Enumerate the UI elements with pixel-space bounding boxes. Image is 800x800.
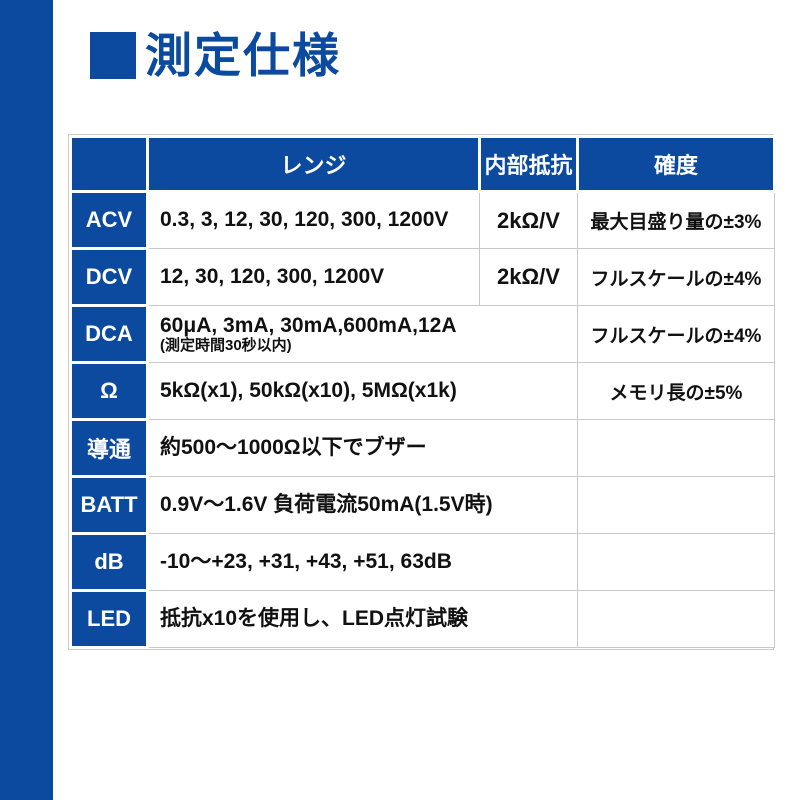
range-value: 0.9V〜1.6V 負荷電流50mA(1.5V時)	[160, 492, 493, 516]
table-row: LED 抵抗x10を使用し、LED点灯試験	[69, 589, 775, 649]
internal-resistance-cell: 2kΩ/V	[479, 248, 578, 306]
range-cell: 0.3, 3, 12, 30, 120, 300, 1200V	[147, 191, 480, 249]
title-square-icon	[90, 32, 136, 79]
accuracy-cell	[577, 419, 775, 477]
range-cell: -10〜+23, +31, +43, +51, 63dB	[147, 533, 578, 591]
row-label: Ω	[69, 361, 149, 421]
range-cell: 抵抗x10を使用し、LED点灯試験	[147, 590, 578, 648]
table-row: DCA 60μA, 3mA, 30mA,600mA,12A (測定時間30秒以内) フ…	[69, 304, 775, 364]
range-value: -10〜+23, +31, +43, +51, 63dB	[160, 549, 452, 573]
header-range: レンジ	[146, 135, 481, 193]
accuracy-cell	[577, 590, 775, 648]
row-label: LED	[69, 589, 149, 649]
row-label: 導通	[69, 418, 149, 478]
range-cell: 5kΩ(x1), 50kΩ(x10), 5MΩ(x1k)	[147, 362, 578, 420]
table-row: DCV 12, 30, 120, 300, 1200V 2kΩ/V フルスケールの±4…	[69, 247, 775, 307]
accuracy-cell	[577, 476, 775, 534]
range-value: 60μA, 3mA, 30mA,600mA,12A	[160, 313, 457, 337]
accuracy-cell: フルスケールの±4%	[577, 305, 775, 363]
range-cell: 約500〜1000Ω以下でブザー	[147, 419, 578, 477]
row-label: BATT	[69, 475, 149, 535]
row-label: dB	[69, 532, 149, 592]
range-note: (測定時間30秒以内)	[160, 336, 292, 354]
row-label: ACV	[69, 190, 149, 250]
range-cell: 60μA, 3mA, 30mA,600mA,12A (測定時間30秒以内)	[147, 305, 578, 363]
header-accuracy: 確度	[576, 135, 776, 193]
range-value: 0.3, 3, 12, 30, 120, 300, 1200V	[160, 208, 449, 232]
range-cell: 12, 30, 120, 300, 1200V	[147, 248, 480, 306]
page-title-text: 測定仕様	[145, 29, 341, 82]
accuracy-cell: フルスケールの±4%	[577, 248, 775, 306]
row-label: DCV	[69, 247, 149, 307]
range-value: 12, 30, 120, 300, 1200V	[160, 264, 385, 288]
header-internal-resistance: 内部抵抗	[478, 135, 579, 193]
accuracy-cell: 最大目盛り量の±3%	[577, 191, 775, 249]
table-row: 導通 約500〜1000Ω以下でブザー	[69, 418, 775, 478]
table-header-row: レンジ 内部抵抗 確度	[69, 135, 776, 193]
page-title: 測定仕様	[90, 32, 341, 79]
table-row: Ω 5kΩ(x1), 50kΩ(x10), 5MΩ(x1k) メモリ長の±5%	[69, 361, 775, 421]
accuracy-cell: メモリ長の±5%	[577, 362, 775, 420]
internal-resistance-cell: 2kΩ/V	[479, 191, 578, 249]
range-value: 抵抗x10を使用し、LED点灯試験	[160, 606, 469, 630]
range-value: 5kΩ(x1), 50kΩ(x10), 5MΩ(x1k)	[160, 378, 457, 402]
range-cell: 0.9V〜1.6V 負荷電流50mA(1.5V時)	[147, 476, 578, 534]
spec-table: レンジ 内部抵抗 確度 ACV 0.3, 3, 12, 30, 120, 300,…	[69, 135, 776, 649]
table-row: dB -10〜+23, +31, +43, +51, 63dB	[69, 532, 775, 592]
accuracy-cell	[577, 533, 775, 591]
table-row: BATT 0.9V〜1.6V 負荷電流50mA(1.5V時)	[69, 475, 775, 535]
range-value: 約500〜1000Ω以下でブザー	[160, 435, 427, 459]
table-row: ACV 0.3, 3, 12, 30, 120, 300, 1200V 2kΩ/V 最…	[69, 190, 775, 250]
spec-table-wrapper: レンジ 内部抵抗 確度 ACV 0.3, 3, 12, 30, 120, 300,…	[68, 134, 776, 650]
header-corner-cell	[69, 135, 149, 193]
row-label: DCA	[69, 304, 149, 364]
left-accent-bar	[0, 0, 53, 800]
